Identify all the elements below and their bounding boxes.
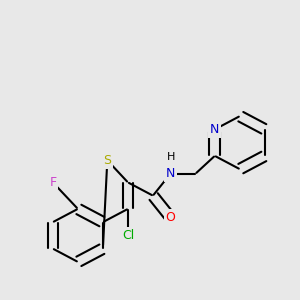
Text: H: H <box>167 152 175 162</box>
Text: Cl: Cl <box>122 229 134 242</box>
Text: S: S <box>103 154 111 167</box>
Text: N: N <box>210 123 220 136</box>
Text: N: N <box>166 167 175 180</box>
Text: F: F <box>49 176 56 189</box>
Text: O: O <box>166 211 176 224</box>
